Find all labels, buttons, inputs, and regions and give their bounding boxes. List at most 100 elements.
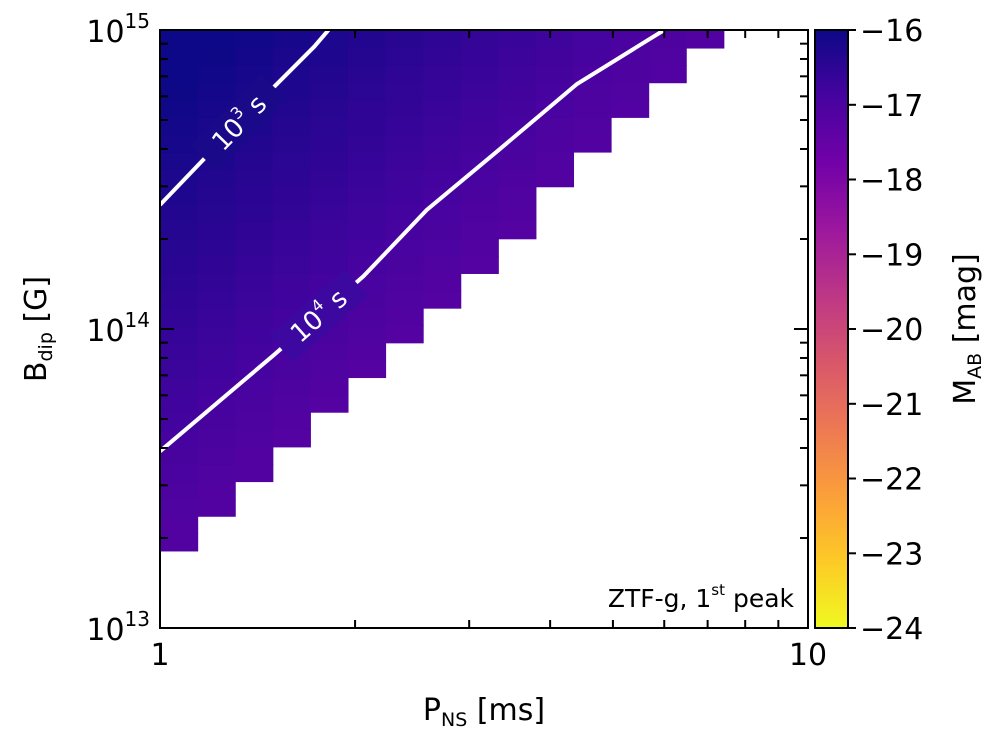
- heatmap-cell: [197, 325, 236, 344]
- heatmap-cell: [197, 221, 236, 240]
- heatmap-cell: [535, 30, 575, 49]
- heatmap-cell: [347, 204, 387, 222]
- heatmap-cell: [347, 238, 387, 257]
- heatmap-cell: [535, 134, 575, 153]
- colorbar-tick-label: −17: [860, 89, 923, 124]
- heatmap-cell: [498, 186, 537, 205]
- heatmap-cell: [272, 256, 311, 274]
- heatmap-cell: [498, 134, 537, 153]
- heatmap-cell: [347, 65, 387, 84]
- heatmap-cell: [235, 30, 274, 49]
- x-tick-label: 10: [789, 638, 827, 673]
- heatmap-cell: [423, 204, 462, 222]
- heatmap-cell: [423, 256, 462, 274]
- heatmap-cell: [347, 99, 387, 118]
- heatmap-cell: [197, 65, 236, 84]
- heatmap-cell: [423, 273, 462, 292]
- heatmap-cell: [160, 256, 199, 274]
- heatmap-cell: [460, 221, 499, 240]
- heatmap-cell: [498, 204, 537, 222]
- heatmap-cell: [235, 169, 274, 188]
- heatmap-cell: [235, 290, 274, 309]
- heatmap-cell: [648, 65, 687, 84]
- contour-label-gap: [191, 74, 287, 172]
- heatmap-cell: [310, 394, 349, 413]
- heatmap-cell: [310, 169, 349, 188]
- heatmap-cell: [347, 134, 387, 153]
- heatmap-cell: [197, 204, 236, 222]
- heatmap-cell: [197, 498, 236, 517]
- heatmap-cell: [385, 151, 424, 170]
- heatmap-cell: [160, 238, 199, 257]
- heatmap-cell: [272, 169, 311, 188]
- heatmap-cell: [423, 151, 462, 170]
- heatmap-cell: [310, 342, 349, 361]
- colorbar: [814, 29, 849, 629]
- heatmap-cell: [347, 151, 387, 170]
- heatmap-cell: [160, 377, 199, 396]
- heatmap-cell: [347, 221, 387, 240]
- heatmap-cell: [423, 221, 462, 240]
- panel-annotation: ZTF-g, 1st peak: [608, 581, 795, 613]
- heatmap-cell: [235, 221, 274, 240]
- heatmap-cell: [272, 134, 311, 153]
- heatmap-cell: [385, 186, 424, 205]
- heatmap-cell: [385, 30, 424, 49]
- heatmap-cell: [197, 446, 236, 465]
- heatmap-cell: [235, 308, 274, 327]
- heatmap-cell: [160, 273, 199, 292]
- heatmap-cell: [235, 394, 274, 413]
- heatmap-cell: [197, 186, 236, 205]
- heatmap-cell: [235, 186, 274, 205]
- heatmap-cell: [160, 516, 199, 535]
- heatmap-cell: [235, 464, 274, 483]
- heatmap-cell: [272, 429, 311, 448]
- heatmap-cell: [498, 30, 537, 32]
- heatmap-cell: [197, 30, 236, 49]
- heatmap-cell: [460, 256, 499, 274]
- heatmap-cell: [235, 377, 274, 396]
- heatmap-cell: [460, 30, 499, 32]
- heatmap-cell: [385, 290, 424, 309]
- heatmap-cell: [160, 82, 199, 101]
- y-tick-label: 1015: [86, 9, 150, 50]
- heatmap-cell: [235, 446, 274, 465]
- heatmap-cell: [460, 65, 499, 84]
- heatmap-cell: [498, 47, 537, 66]
- heatmap-cell: [535, 65, 575, 84]
- heatmap-cell: [197, 464, 236, 483]
- heatmap-cell: [611, 82, 650, 101]
- heatmap-cell: [272, 377, 311, 396]
- heatmap-cell: [423, 238, 462, 257]
- heatmap-cell: [611, 65, 650, 84]
- colorbar-tick-label: −18: [860, 164, 923, 199]
- heatmap-cell: [686, 30, 725, 49]
- heatmap-cell: [460, 99, 499, 118]
- heatmap-cell: [235, 256, 274, 274]
- heatmap-cell: [197, 238, 236, 257]
- heatmap-cell: [197, 169, 236, 188]
- heatmap-cell: [573, 30, 612, 49]
- heatmap-cell: [385, 65, 424, 84]
- heatmap-cell: [535, 30, 575, 32]
- heatmap-cell: [160, 446, 199, 465]
- heatmap-cell: [347, 30, 387, 49]
- y-tick-labels: 1013 1014 1015: [86, 9, 150, 648]
- heatmap-cell: [310, 30, 349, 32]
- heatmap-cell: [197, 30, 236, 32]
- heatmap-cell: [310, 47, 349, 66]
- heatmap-cell: [347, 308, 387, 327]
- heatmap-cell: [573, 99, 612, 118]
- heatmap-cell: [160, 290, 199, 309]
- x-tick-labels: 1 10: [150, 638, 827, 673]
- heatmap-cell: [160, 394, 199, 413]
- heatmap-cell: [310, 30, 349, 49]
- heatmap-cell: [423, 134, 462, 153]
- heatmap-cell: [573, 47, 612, 66]
- heatmap-cell: [423, 169, 462, 188]
- heatmap-cell: [498, 30, 537, 49]
- heatmap-cell: [498, 99, 537, 118]
- heatmap-cells: [160, 30, 725, 552]
- heatmap-cell: [160, 99, 199, 118]
- heatmap-cell: [535, 169, 575, 188]
